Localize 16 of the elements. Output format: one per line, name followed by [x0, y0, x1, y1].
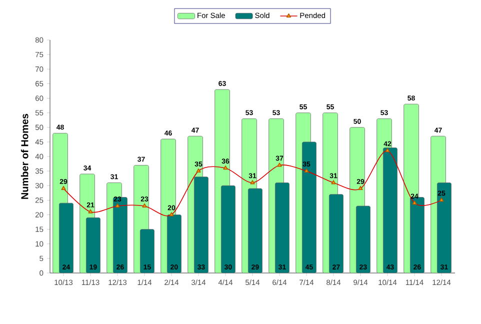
bar — [140, 229, 154, 273]
bar — [220, 185, 236, 273]
bar — [58, 202, 74, 273]
bar — [248, 188, 262, 273]
bar — [112, 197, 128, 273]
bar — [166, 214, 182, 273]
bar — [410, 197, 424, 273]
bar — [302, 142, 316, 273]
bar — [328, 194, 344, 273]
bar — [194, 176, 208, 273]
bar — [274, 182, 290, 273]
y-axis-title: Number of Homes — [20, 114, 28, 199]
bar — [436, 182, 452, 273]
bar — [356, 206, 370, 273]
bar — [86, 217, 100, 273]
bar — [382, 148, 398, 273]
